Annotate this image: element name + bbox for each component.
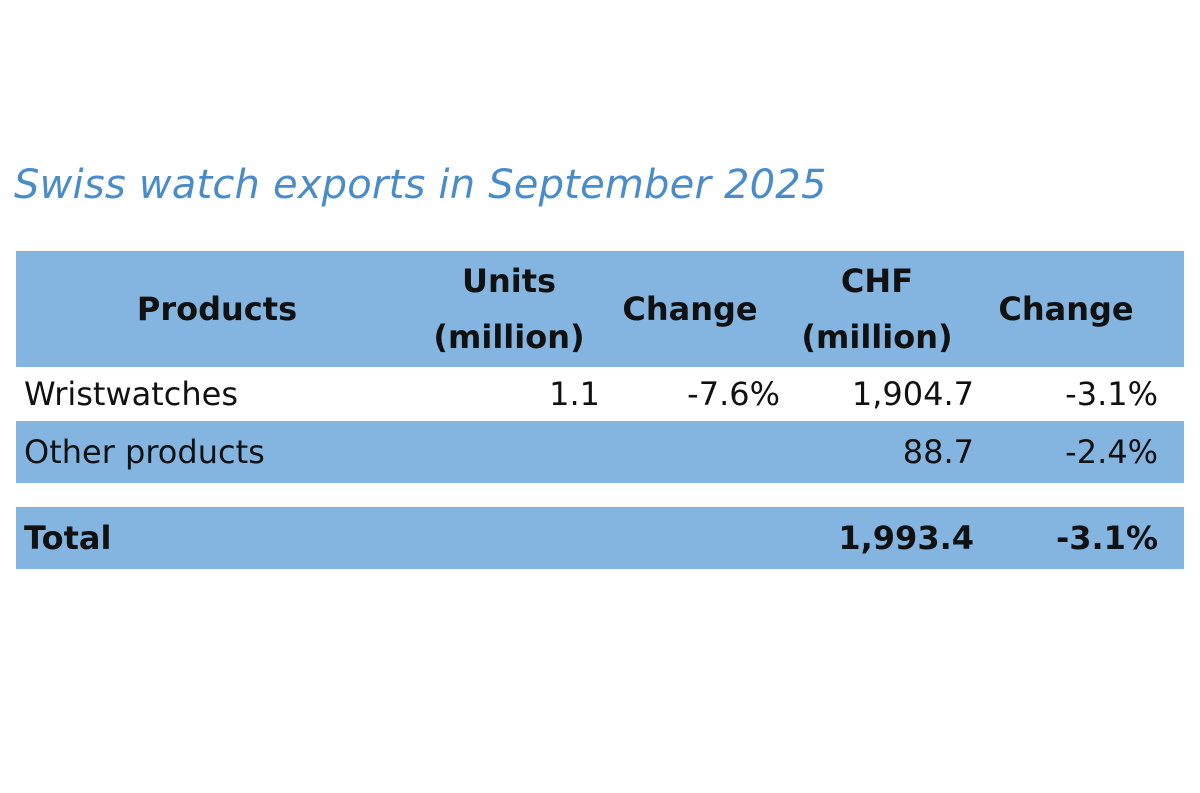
cell-chf: 1,904.7 <box>851 375 974 413</box>
cell-total-chf-change: -3.1% <box>1055 519 1158 557</box>
header-units: Units (million) <box>418 251 600 367</box>
cell-total-chf: 1,993.4 <box>838 519 974 557</box>
header-chf-change: Change <box>974 251 1158 367</box>
header-units-line2: (million) <box>433 318 585 356</box>
header-chf-change-label: Change <box>998 290 1134 328</box>
cell-total-label: Total <box>24 519 112 557</box>
table-row-total: Total 1,993.4 -3.1% <box>16 507 1184 569</box>
cell-units <box>418 421 600 483</box>
table-title: Swiss watch exports in September 2025 <box>14 162 827 208</box>
header-chf-line1: CHF <box>840 262 914 300</box>
header-units-change: Change <box>600 251 780 367</box>
table-row-wristwatches: Wristwatches 1.1 -7.6% 1,904.7 -3.1% <box>16 367 1184 421</box>
table-header-row: Products Units (million) Change CHF (mil… <box>16 251 1184 367</box>
cell-total-units <box>418 507 600 569</box>
table-row-other-products: Other products 88.7 -2.4% <box>16 421 1184 483</box>
cell-total-units-change <box>600 507 780 569</box>
cell-products: Other products <box>24 433 265 471</box>
header-units-change-label: Change <box>622 290 758 328</box>
header-products-label: Products <box>136 290 298 328</box>
exports-table: Products Units (million) Change CHF (mil… <box>16 251 1184 569</box>
header-products: Products <box>16 251 418 367</box>
cell-units-change: -7.6% <box>687 375 780 413</box>
cell-chf-change: -3.1% <box>1065 375 1158 413</box>
header-chf: CHF (million) <box>780 251 974 367</box>
header-chf-line2: (million) <box>801 318 953 356</box>
cell-chf-change: -2.4% <box>1065 433 1158 471</box>
cell-units-change <box>600 421 780 483</box>
cell-products: Wristwatches <box>24 375 239 413</box>
cell-chf: 88.7 <box>902 433 974 471</box>
cell-units: 1.1 <box>549 375 600 413</box>
table-spacer <box>16 483 1184 507</box>
header-units-line1: Units <box>461 262 557 300</box>
